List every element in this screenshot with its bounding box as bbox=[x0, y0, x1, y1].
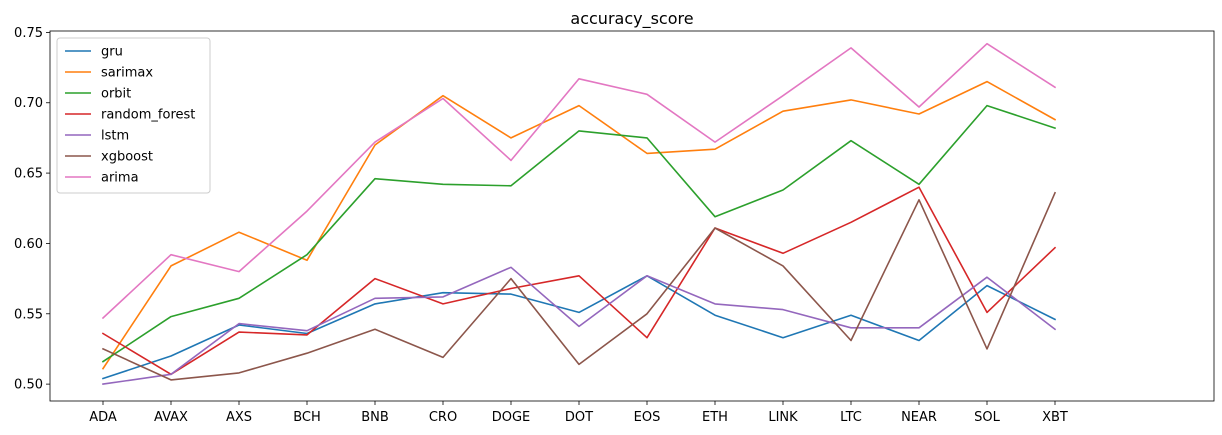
x-tick-label: SOL bbox=[974, 410, 1000, 425]
legend-box bbox=[56, 37, 211, 194]
series-line-random-forest bbox=[101, 186, 1057, 376]
y-tick-label: 0.50 bbox=[14, 378, 43, 393]
y-tick-label: 0.60 bbox=[14, 237, 43, 252]
x-tick-label: BCH bbox=[293, 410, 321, 425]
chart-title: accuracy_score bbox=[570, 9, 693, 29]
x-tick-label: BNB bbox=[361, 410, 389, 425]
legend-label: random_forest bbox=[101, 108, 195, 123]
y-tick-label: 0.70 bbox=[14, 96, 43, 111]
plot-axes: 0.50 0.55 0.60 0.65 0.70 0.75 ADA AVAX AXS BCH BNB… bbox=[14, 26, 1215, 425]
x-tick-label: XBT bbox=[1042, 410, 1068, 425]
x-tick-label: DOT bbox=[565, 410, 593, 425]
x-tick-label: ETH bbox=[702, 410, 728, 425]
x-tick-label: CRO bbox=[429, 410, 457, 425]
legend-label: xgboost bbox=[101, 150, 153, 165]
legend-label: sarimax bbox=[101, 66, 153, 81]
legend-label: arima bbox=[101, 171, 139, 186]
series-line-gru bbox=[101, 274, 1057, 380]
series-line-arima bbox=[101, 42, 1057, 320]
x-tick-label: AVAX bbox=[154, 410, 188, 425]
x-tick-label: EOS bbox=[634, 410, 661, 425]
series-line-lstm bbox=[102, 266, 1057, 386]
legend-label: gru bbox=[101, 45, 123, 60]
plot-frame bbox=[49, 30, 1215, 402]
legend-label: lstm bbox=[101, 129, 129, 144]
x-tick-label: DOGE bbox=[492, 410, 531, 425]
series-line-orbit bbox=[101, 104, 1057, 363]
y-tick-label: 0.75 bbox=[14, 26, 43, 41]
x-tick-label: LINK bbox=[768, 410, 798, 425]
series-line-xgboost bbox=[101, 191, 1057, 381]
x-tick-label: NEAR bbox=[901, 410, 937, 425]
y-tick-label: 0.65 bbox=[14, 167, 43, 182]
x-tick-label: AXS bbox=[226, 410, 252, 425]
series-lines bbox=[101, 42, 1057, 386]
y-tick-label: 0.55 bbox=[14, 307, 43, 322]
legend-label: orbit bbox=[101, 87, 131, 102]
x-tick-label: LTC bbox=[840, 410, 862, 425]
series-line-sarimax bbox=[101, 80, 1057, 370]
x-tick-label: ADA bbox=[89, 410, 117, 425]
